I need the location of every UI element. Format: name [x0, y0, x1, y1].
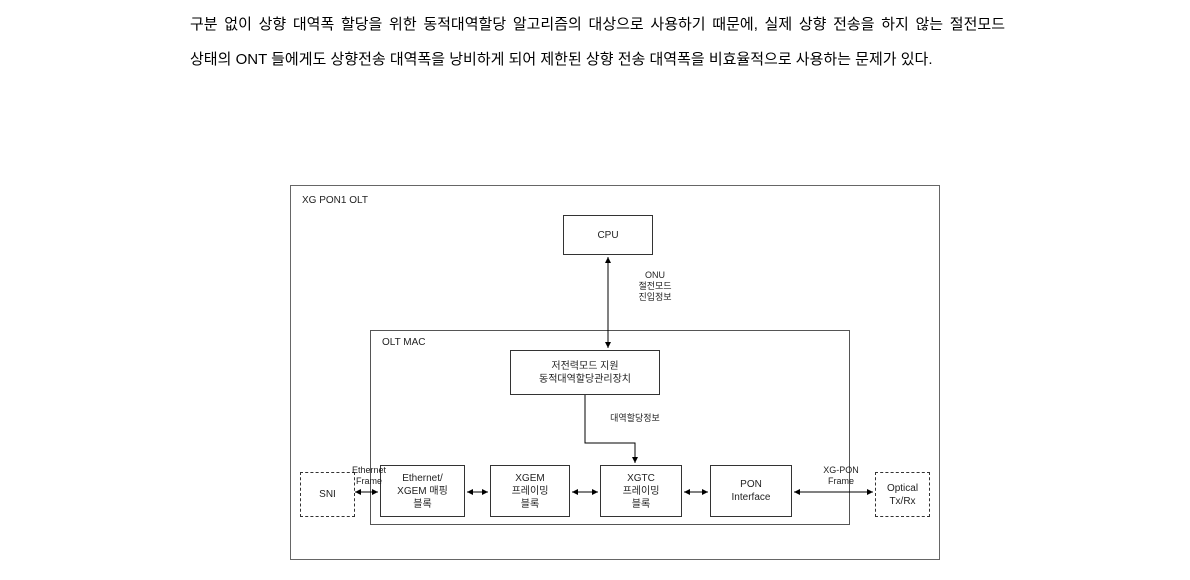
- xgtc-framing-block: XGTC프레이밍블록: [600, 465, 682, 517]
- xgpon-frame-label: XG-PONFrame: [816, 465, 866, 487]
- body-paragraph: 구분 없이 상향 대역폭 할당을 위한 동적대역할당 알고리즘의 대상으로 사용…: [190, 8, 1005, 77]
- olt-mac-label: OLT MAC: [382, 337, 426, 348]
- optical-txrx-block: OpticalTx/Rx: [875, 472, 930, 517]
- outer-frame-label: XG PON1 OLT: [302, 195, 368, 206]
- onu-info-label: ONU절전모드진입정보: [615, 270, 695, 302]
- xgem-framing-block: XGEM프레이밍블록: [490, 465, 570, 517]
- bandwidth-manager-block: 저전력모드 지원동적대역할당관리장치: [510, 350, 660, 395]
- xgpon-olt-diagram: XG PON1 OLT OLT MAC CPU 저전력모드 지원동적대역할당관리…: [290, 185, 940, 560]
- cpu-block: CPU: [563, 215, 653, 255]
- bw-info-label: 대역할당정보: [595, 413, 675, 424]
- ethernet-frame-label: EthernetFrame: [347, 465, 391, 487]
- ethernet-xgem-mapping-block: Ethernet/XGEM 매핑블록: [380, 465, 465, 517]
- pon-interface-block: PONInterface: [710, 465, 792, 517]
